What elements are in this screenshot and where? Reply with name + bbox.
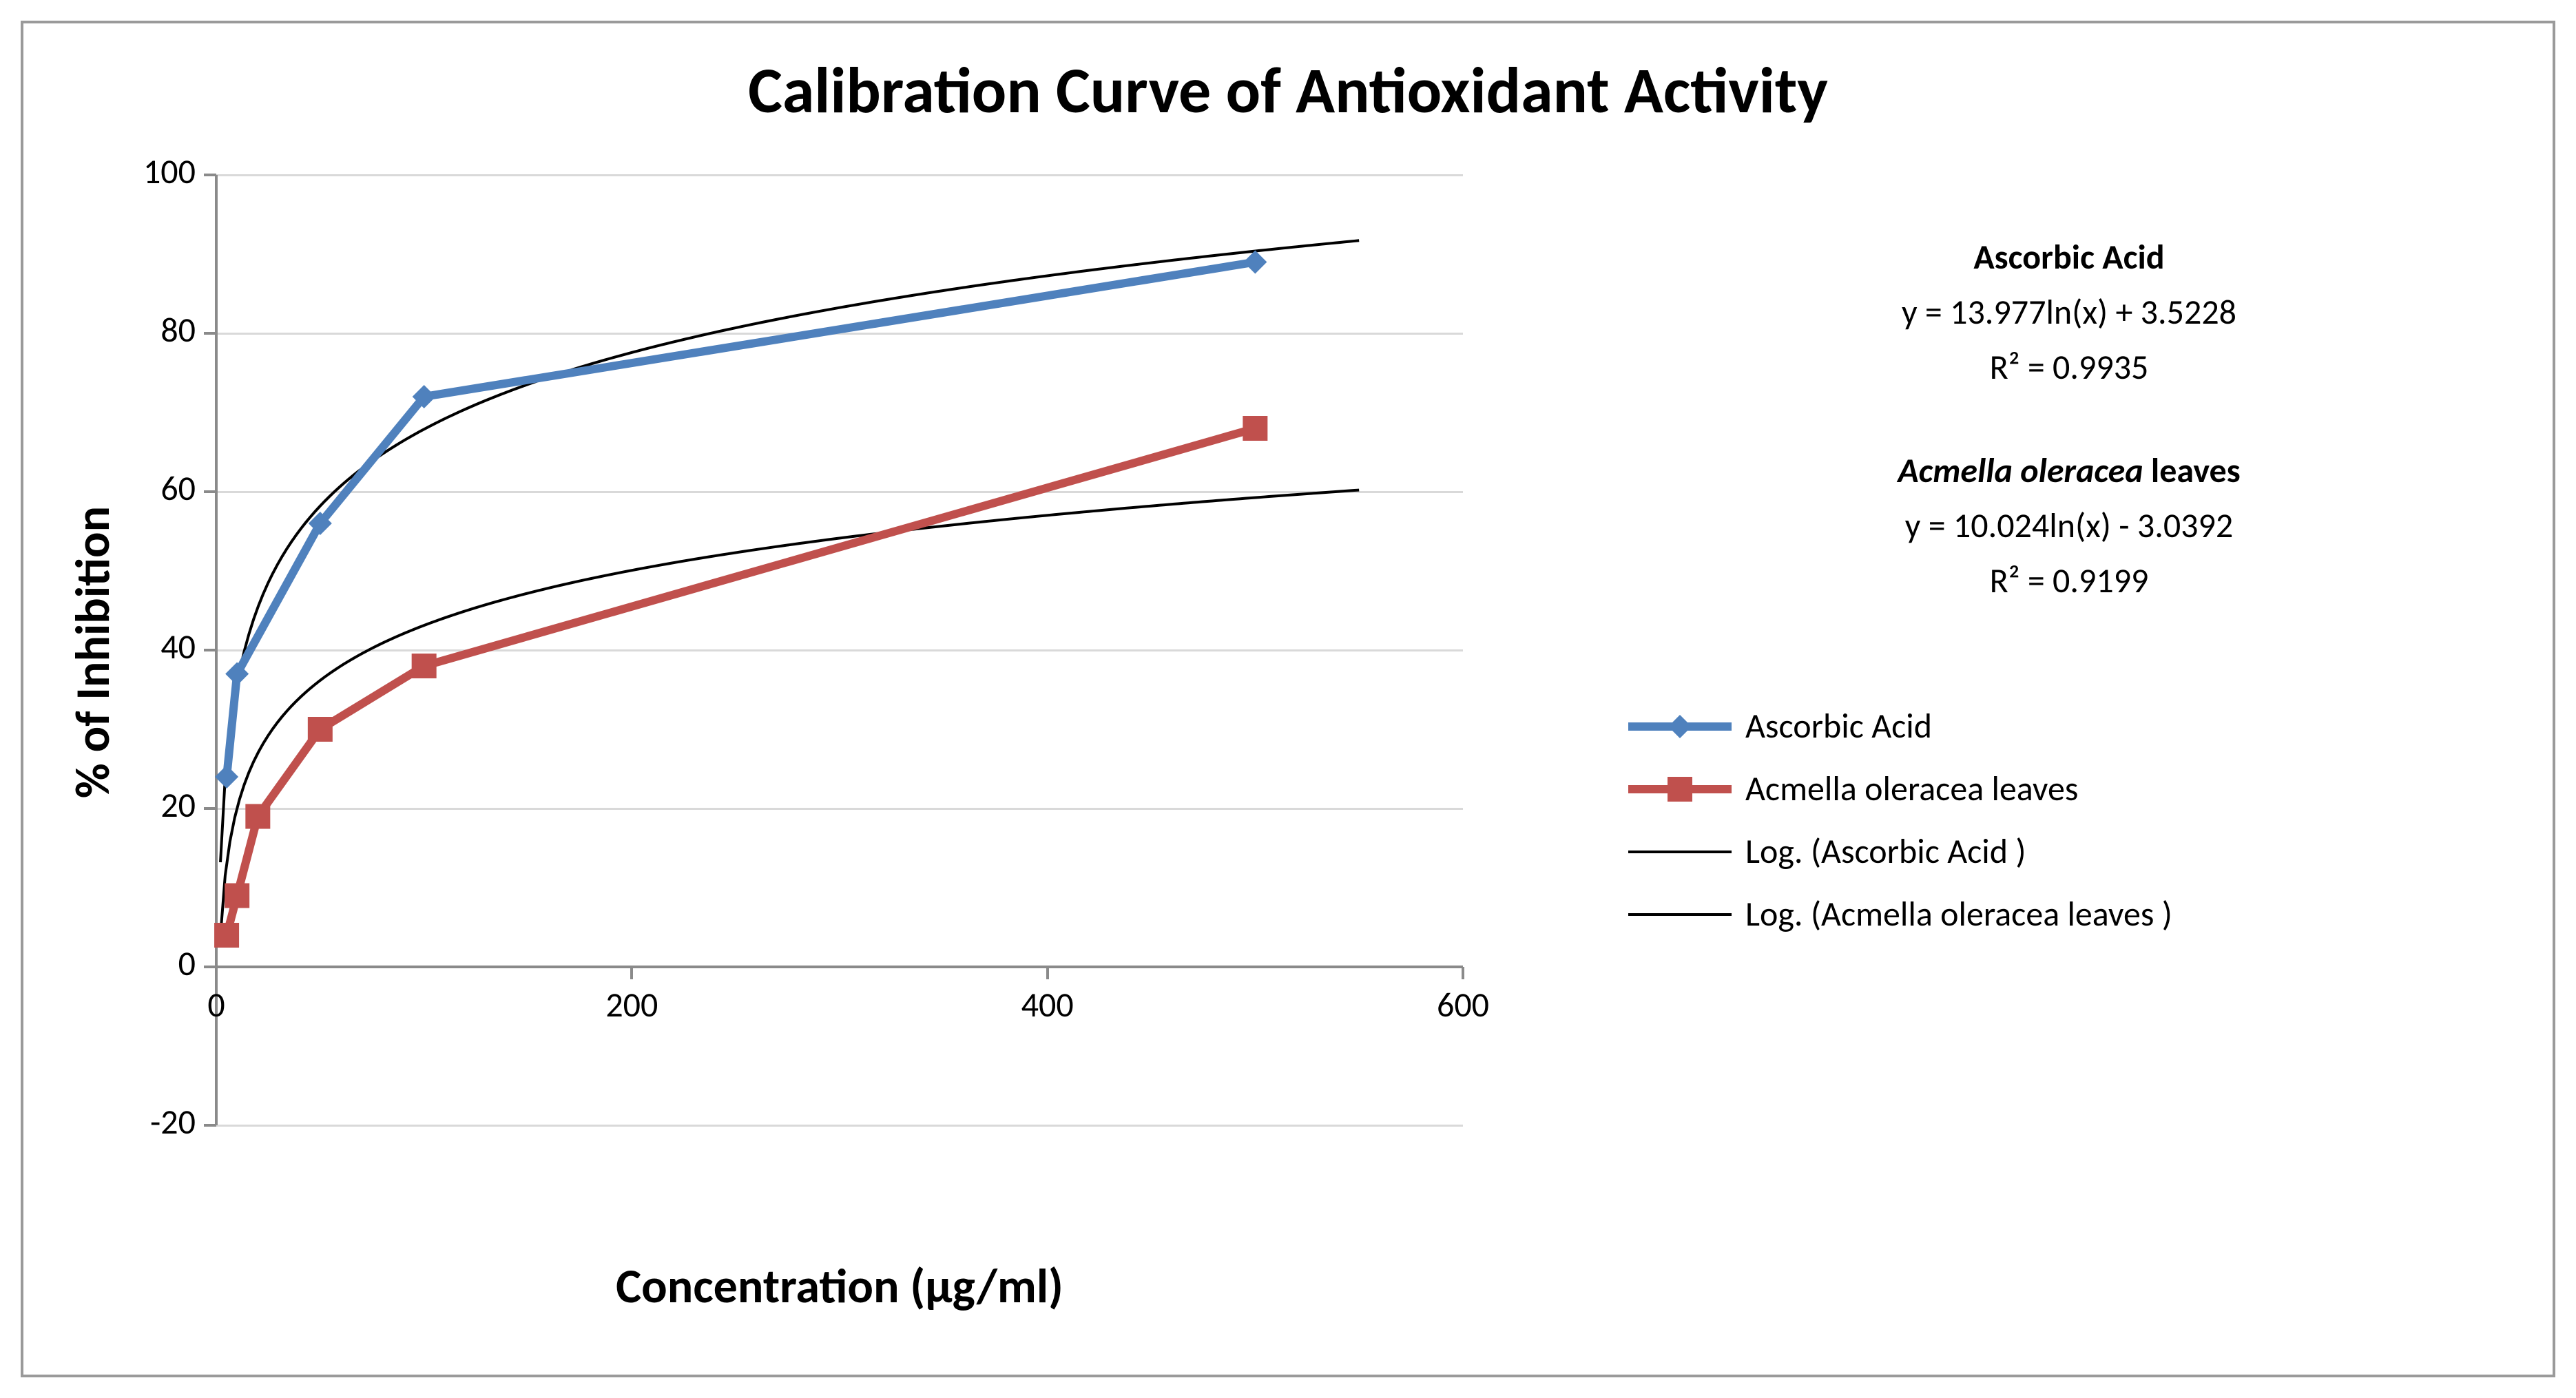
legend-item: Acmella oleracea leaves [1628, 768, 2524, 810]
equation-formula: y = 10.024ln(x) - 3.0392 [1732, 499, 2407, 554]
x-axis-label: Concentration (µg/ml) [216, 1256, 1463, 1315]
y-tick [204, 649, 216, 651]
legend-label: Log. (Acmella oleracea leaves ) [1745, 893, 2172, 935]
square-marker [1243, 416, 1267, 441]
y-tick-label: 100 [99, 151, 196, 193]
series-line [227, 262, 1255, 778]
series-line [227, 428, 1255, 935]
legend-item: Log. (Ascorbic Acid ) [1628, 831, 2524, 873]
legend-item: Ascorbic Acid [1628, 705, 2524, 747]
legend-label: Log. (Ascorbic Acid ) [1745, 831, 2026, 873]
legend-swatch [1628, 706, 1732, 747]
y-tick [204, 807, 216, 810]
square-marker [412, 654, 437, 678]
y-tick-label: 40 [99, 626, 196, 668]
equation-heading: Acmella oleracea leaves [1732, 444, 2407, 499]
equation-heading: Ascorbic Acid [1732, 230, 2407, 285]
square-marker [225, 884, 249, 908]
y-tick-label: 80 [99, 309, 196, 351]
square-marker [308, 717, 333, 742]
square-marker [214, 923, 239, 948]
y-tick [204, 490, 216, 493]
legend-label: Acmella oleracea leaves [1745, 768, 2078, 810]
equation-acmella: Acmella oleracea leaves y = 10.024ln(x) … [1732, 444, 2407, 609]
diamond-marker [1243, 251, 1267, 274]
y-tick-label: 20 [99, 784, 196, 826]
trendline [220, 490, 1359, 936]
diamond-marker [215, 765, 238, 789]
legend: Ascorbic Acid Acmella oleracea leaves Log.… [1628, 705, 2524, 956]
equation-r2: R² = 0.9935 [1732, 340, 2407, 395]
legend-item: Log. (Acmella oleracea leaves ) [1628, 893, 2524, 935]
legend-label: Ascorbic Acid [1745, 705, 1932, 747]
equation-ascorbic: Ascorbic Acid y = 13.977ln(x) + 3.5228 R… [1732, 230, 2407, 395]
square-marker [245, 804, 270, 829]
y-tick-label: 0 [99, 943, 196, 985]
y-tick-label: -20 [99, 1101, 196, 1143]
y-tick-label: 60 [99, 468, 196, 510]
plot-svg [216, 175, 1463, 1125]
legend-swatch [1628, 831, 1732, 873]
plot-area: -200204060801000200400600 [216, 175, 1463, 1125]
chart-title: Calibration Curve of Antioxidant Activit… [23, 51, 2553, 130]
y-tick [204, 332, 216, 335]
legend-swatch [1628, 894, 1732, 935]
y-tick [204, 174, 216, 176]
equation-r2: R² = 0.9199 [1732, 554, 2407, 609]
legend-swatch [1628, 769, 1732, 810]
y-tick [204, 1124, 216, 1127]
chart-outer-border: Calibration Curve of Antioxidant Activit… [21, 21, 2555, 1377]
equation-formula: y = 13.977ln(x) + 3.5228 [1732, 285, 2407, 340]
